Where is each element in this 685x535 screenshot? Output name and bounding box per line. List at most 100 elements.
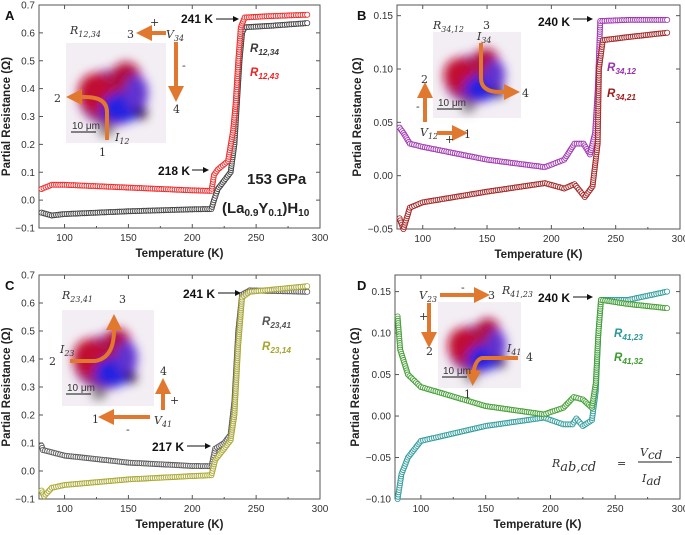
compound-part: 0.1	[268, 208, 282, 219]
x-tick-label: 100	[414, 234, 431, 245]
terminal-3-label: 3	[483, 19, 490, 32]
formula-equals: =	[617, 457, 626, 470]
y-axis-label: Partial Resistance (Ω)	[352, 57, 364, 176]
legend-entry-R12,43-sub: 12,43	[258, 72, 279, 81]
y-tick-label: 0.6	[21, 28, 35, 39]
compound-label: (La0.9Y0.1)H10	[222, 200, 310, 219]
inset-title-base: R	[61, 289, 70, 302]
x-axis-label: Temperature (K)	[495, 249, 583, 261]
scale-bar-label: 10 μm	[443, 366, 471, 377]
compound-part: 10	[298, 208, 310, 219]
legend-entry-R23,41-sub: 23,41	[269, 321, 291, 330]
terminal-4-label: 4	[160, 365, 167, 378]
legend-entry-R34,21-sub: 34,21	[615, 93, 636, 102]
plot-frame-D	[394, 274, 681, 500]
series-R34,21	[396, 29, 671, 232]
legend-entry-R23,14-base: R	[262, 341, 271, 353]
legend-entry-R34,12: R34,12	[607, 62, 636, 76]
y-tick-label: 0.05	[374, 118, 394, 129]
x-tick-label: 300	[672, 234, 685, 245]
x-tick-label: 250	[248, 504, 265, 515]
x-tick-label: 300	[312, 504, 329, 515]
scale-bar-label: 10 μm	[72, 121, 100, 132]
tc-onset-label: 241 K	[183, 287, 215, 301]
x-tick-label: 100	[56, 233, 73, 244]
voltage-label: V34	[166, 28, 184, 43]
legend-entry-R23,14-sub: 23,14	[269, 346, 291, 355]
formula-numerator: Vcd	[640, 446, 663, 462]
tc-low-label: 218 K	[158, 164, 190, 178]
inset-title-base: R	[432, 19, 441, 32]
voltage-label-base: V	[154, 414, 163, 427]
x-tick-label: 250	[607, 234, 624, 245]
series-R12,43	[38, 11, 311, 194]
micrograph-blobs	[447, 318, 507, 382]
data-point	[664, 16, 671, 23]
data-point	[304, 288, 311, 295]
plus-sign: +	[445, 133, 454, 146]
y-tick-label: 0.00	[372, 412, 392, 423]
data-point	[664, 305, 671, 312]
legend-entry-R12,34: R12,34	[250, 43, 279, 57]
x-tick-label: 200	[543, 234, 560, 245]
compound-part: )H	[282, 200, 298, 217]
blob	[461, 103, 476, 112]
x-tick-label: 250	[248, 233, 265, 244]
lhs-sub: ab,cd	[560, 460, 596, 475]
voltage-label: V41	[154, 414, 172, 429]
legend-entry-R41,23-base: R	[614, 328, 623, 340]
data-point	[304, 283, 311, 290]
legend-entry-R12,43: R12,43	[250, 67, 279, 81]
current-arrow-icon	[479, 43, 520, 100]
terminal-3-label: 3	[119, 293, 126, 306]
current-label: I23	[59, 343, 74, 358]
x-axis-label: Temperature (K)	[136, 519, 224, 531]
current-label: I41	[506, 342, 521, 357]
y-tick-label: 0.4	[21, 84, 35, 95]
terminal-2-label: 2	[426, 345, 433, 358]
terminal-4-label: 4	[522, 87, 529, 100]
current-arrow-icon	[465, 356, 518, 386]
inset-title: R41,23	[501, 284, 533, 299]
voltage-label-sub: 12	[428, 132, 438, 141]
y-tick-label: 0.05	[372, 370, 392, 381]
minus-sign: -	[126, 423, 130, 436]
data-point	[664, 29, 671, 36]
formula-lhs: Rab,cd	[551, 457, 596, 475]
current-label-sub: 12	[119, 137, 129, 146]
series-R23,14	[38, 283, 311, 500]
current-arrow-icon	[66, 89, 109, 140]
current-label-sub: 34	[481, 36, 491, 45]
blob	[484, 59, 506, 91]
y-tick-label: −0.05	[368, 225, 394, 236]
inset-title-sub: 41,23	[509, 290, 533, 299]
num-sub: cd	[648, 448, 663, 462]
plus-sign: +	[150, 16, 159, 29]
scale-bar-label: 10 μm	[67, 383, 95, 394]
legend-entry-R34,12-sub: 34,12	[615, 67, 636, 76]
y-tick-label: −0.10	[366, 495, 392, 506]
compound-part: 0.9	[245, 208, 259, 219]
inset-title-sub: 34,12	[441, 25, 464, 34]
data-point	[664, 288, 671, 295]
legend-entry-R34,21: R34,21	[607, 88, 636, 102]
minus-sign: -	[182, 59, 186, 72]
tc-low-label: 217 K	[152, 440, 184, 454]
legend-entry-R41,32-base: R	[614, 352, 623, 364]
legend-entry-R34,21-base: R	[607, 88, 616, 100]
legend-entry-R23,41-base: R	[262, 316, 271, 328]
y-tick-label: 0.5	[21, 327, 35, 338]
voltage-label-sub: 23	[426, 295, 437, 304]
inset-micrograph	[433, 32, 521, 118]
data-point	[304, 20, 311, 27]
micrograph-blobs	[78, 62, 148, 136]
x-tick-label: 200	[184, 233, 201, 244]
blob	[124, 75, 148, 111]
num-base: V	[640, 446, 649, 459]
series-R41,23	[394, 288, 671, 502]
y-tick-label: 0.7	[21, 1, 35, 12]
plus-sign: +	[419, 310, 428, 323]
pressure-label: 153 GPa	[247, 171, 307, 188]
inset-title-sub: 12,34	[78, 30, 101, 39]
x-tick-label: 300	[672, 504, 685, 515]
